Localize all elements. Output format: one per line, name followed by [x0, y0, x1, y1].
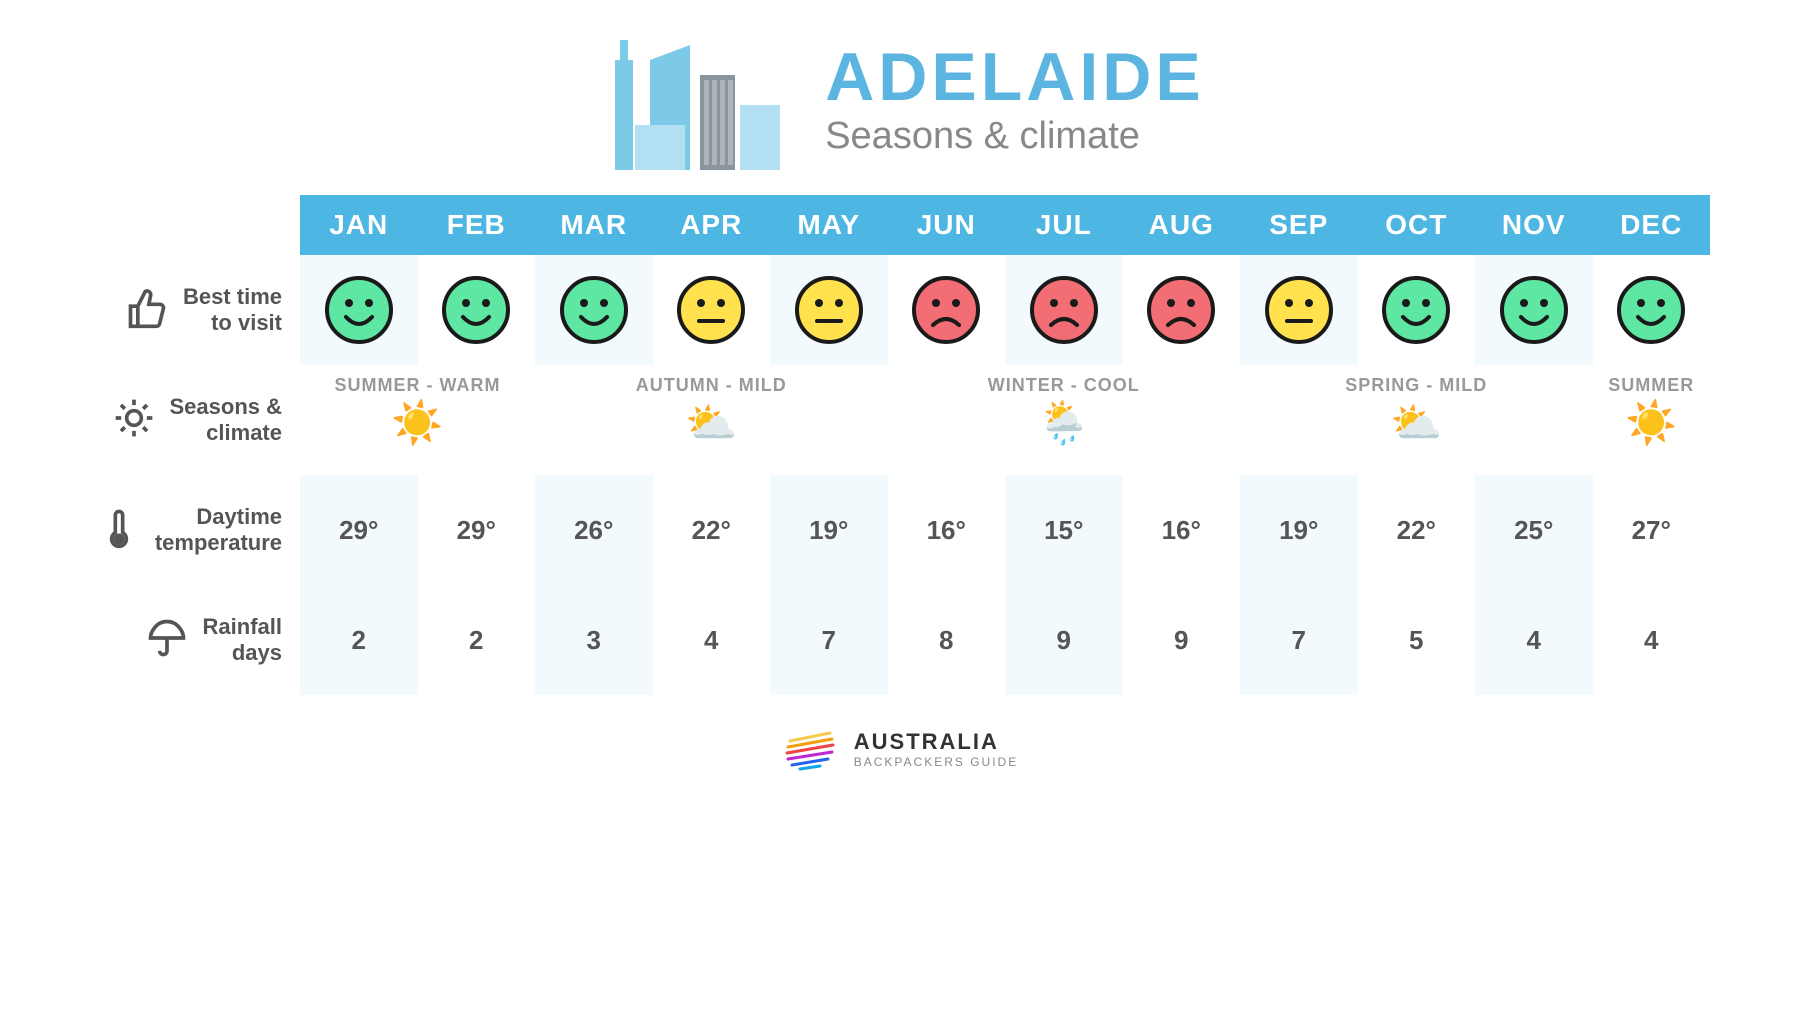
best-time-cell: [300, 255, 418, 365]
month-header: DEC: [1593, 195, 1711, 255]
month-header: MAR: [535, 195, 653, 255]
best-time-cell: [770, 255, 888, 365]
header: ADELAIDE Seasons & climate: [90, 30, 1710, 170]
month-header: NOV: [1475, 195, 1593, 255]
weather-rain-icon: 🌦️: [1038, 402, 1090, 444]
month-header: FEB: [418, 195, 536, 255]
row-label-text: Rainfalldays: [203, 614, 282, 667]
best-time-cell: [1123, 255, 1241, 365]
season-block: SUMMER - WARM ☀️: [300, 375, 535, 444]
temperature-cell: 22°: [653, 475, 771, 585]
weather-sun-icon: ☀️: [1625, 402, 1677, 444]
weather-partly-icon: ⛅: [1390, 402, 1442, 444]
rainfall-cell: 9: [1005, 585, 1123, 695]
row-label-text: Best timeto visit: [183, 284, 282, 337]
row-label: Seasons &climate: [90, 365, 300, 475]
temperature-cell: 19°: [770, 475, 888, 585]
row-label: Rainfalldays: [90, 585, 300, 695]
weather-partly-icon: ⛅: [685, 402, 737, 444]
best-time-cell: [1475, 255, 1593, 365]
month-header: JUN: [888, 195, 1006, 255]
season-label: AUTUMN - MILD: [636, 375, 787, 396]
best-time-cell: [1005, 255, 1123, 365]
season-label: SPRING - MILD: [1345, 375, 1487, 396]
season-block: SUMMER ☀️: [1593, 375, 1711, 444]
best-time-cell: [1593, 255, 1711, 365]
temperature-cell: 16°: [1123, 475, 1241, 585]
season-label: SUMMER - WARM: [335, 375, 501, 396]
row-label: Daytimetemperature: [90, 475, 300, 585]
umbrella-icon: [145, 616, 189, 665]
rainfall-cell: 7: [770, 585, 888, 695]
temperature-cell: 15°: [1005, 475, 1123, 585]
rainfall-cell: 7: [1240, 585, 1358, 695]
header-spacer: [90, 195, 300, 255]
rainfall-cell: 8: [888, 585, 1006, 695]
temperature-cell: 27°: [1593, 475, 1711, 585]
best-time-cell: [535, 255, 653, 365]
footer-logo: AUSTRALIA BACKPACKERS GUIDE: [90, 725, 1710, 773]
rainfall-cell: 4: [653, 585, 771, 695]
temperature-cell: 29°: [300, 475, 418, 585]
best-time-cell: [888, 255, 1006, 365]
rainfall-cell: 4: [1475, 585, 1593, 695]
row-label: Best timeto visit: [90, 255, 300, 365]
seasons-row: SUMMER - WARM ☀️ AUTUMN - MILD ⛅ WINTER - CO…: [300, 365, 1710, 475]
month-header: JUL: [1005, 195, 1123, 255]
best-time-cell: [418, 255, 536, 365]
temperature-cell: 16°: [888, 475, 1006, 585]
sun-icon: [112, 396, 156, 445]
temperature-cell: 25°: [1475, 475, 1593, 585]
month-header: APR: [653, 195, 771, 255]
footer-title: AUSTRALIA: [854, 729, 1018, 755]
page-title: ADELAIDE: [825, 43, 1205, 111]
month-header: MAY: [770, 195, 888, 255]
city-skyline-icon: [595, 30, 795, 170]
month-header: OCT: [1358, 195, 1476, 255]
rainfall-cell: 4: [1593, 585, 1711, 695]
rainfall-cell: 9: [1123, 585, 1241, 695]
season-block: WINTER - COOL 🌦️: [888, 375, 1241, 444]
page-subtitle: Seasons & climate: [825, 115, 1205, 158]
climate-table: JANFEBMARAPRMAYJUNJULAUGSEPOCTNOVDEC Best…: [90, 195, 1710, 695]
temperature-cell: 22°: [1358, 475, 1476, 585]
thumb-icon: [125, 286, 169, 335]
rainfall-cell: 2: [418, 585, 536, 695]
thermo-icon: [97, 506, 141, 555]
australia-map-icon: [782, 725, 838, 773]
season-label: WINTER - COOL: [988, 375, 1140, 396]
footer-subtitle: BACKPACKERS GUIDE: [854, 755, 1018, 769]
month-header: AUG: [1123, 195, 1241, 255]
month-header: SEP: [1240, 195, 1358, 255]
month-header: JAN: [300, 195, 418, 255]
row-label-text: Seasons &climate: [170, 394, 283, 447]
temperature-cell: 29°: [418, 475, 536, 585]
best-time-cell: [1240, 255, 1358, 365]
rainfall-cell: 2: [300, 585, 418, 695]
best-time-cell: [1358, 255, 1476, 365]
season-label: SUMMER: [1608, 375, 1694, 396]
season-block: AUTUMN - MILD ⛅: [535, 375, 888, 444]
best-time-cell: [653, 255, 771, 365]
rainfall-cell: 3: [535, 585, 653, 695]
season-block: SPRING - MILD ⛅: [1240, 375, 1593, 444]
row-label-text: Daytimetemperature: [155, 504, 282, 557]
temperature-cell: 19°: [1240, 475, 1358, 585]
temperature-cell: 26°: [535, 475, 653, 585]
rainfall-cell: 5: [1358, 585, 1476, 695]
weather-sun-icon: ☀️: [391, 402, 443, 444]
